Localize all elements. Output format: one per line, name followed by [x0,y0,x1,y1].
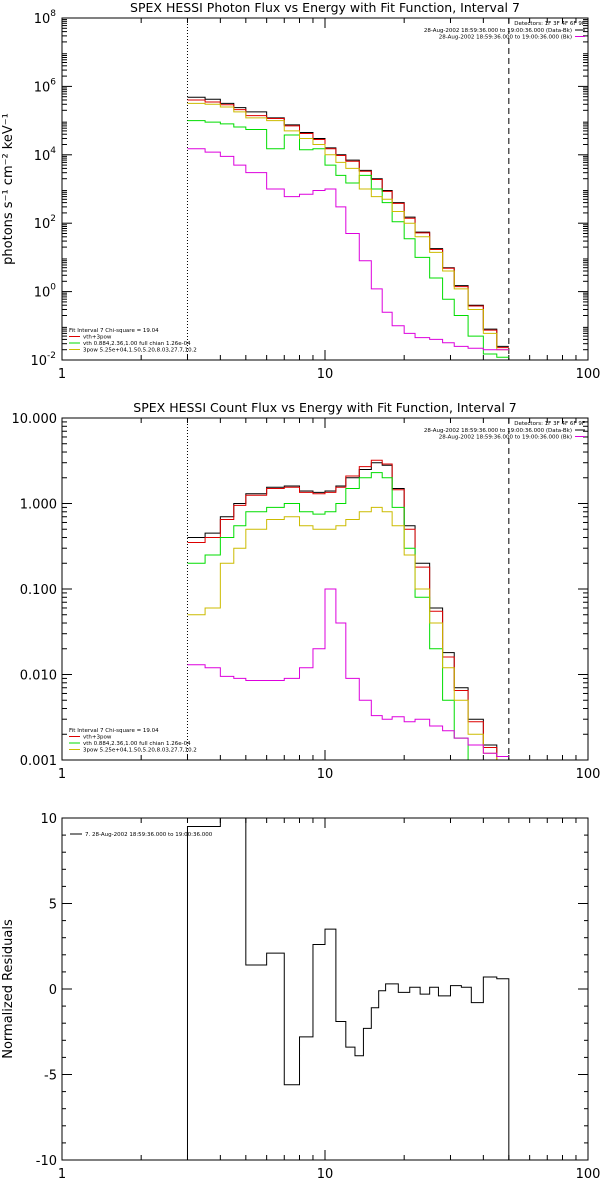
y-tick-base: 10 [34,217,51,232]
y-tick-label: 108 [34,9,57,27]
y-tick-label: 106 [34,77,57,95]
x-tick-label: 1 [58,767,66,782]
y-tick-label: 104 [34,146,57,164]
y-tick-label: 10 [40,812,57,827]
detector-note: Detectors: 1F 3F 4F 6F 9F [514,421,585,427]
y-axis-label: photons s⁻¹ cm⁻² keV⁻¹ [1,113,16,265]
y-tick-label: 1.000 [20,498,57,513]
fit-legend-label: vth 0.884,2.36,1.00 full chian 1.26e-04 [83,741,191,747]
chart-panel-2: SPEX HESSI Count Flux vs Energy with Fit… [12,400,600,782]
y-tick-label: 5 [49,898,57,913]
y-tick-base: 10 [34,286,51,301]
series-vth [187,120,509,358]
y-tick-label: 0.001 [20,754,57,769]
plot-frame [61,17,589,361]
series-3pow [187,506,509,760]
series-3pow [187,102,509,351]
series-bk [187,148,509,351]
x-tick-label: 100 [576,367,600,382]
y-tick-base: 10 [34,80,51,95]
legend-label: 7. 28-Aug-2002 18:59:36.000 to 19:00:36.… [85,832,213,838]
x-tick-label: 100 [576,767,600,782]
y-tick-base: 10 [30,354,47,369]
fit-legend-label: vth+3pow [83,335,112,341]
detector-note: Detectors: 1F 3F 4F 6F 9F [514,21,585,27]
x-tick-label: 10 [317,1167,334,1182]
chart-title: SPEX HESSI Count Flux vs Energy with Fit… [133,400,516,415]
y-tick-label: 10-2 [30,351,56,369]
y-tick-label: 0.100 [20,583,57,598]
header-legend-label: 28-Aug-2002 18:59:36.000 to 19:00:36.000… [439,35,572,41]
series-vth-3pow [187,99,509,349]
fit-legend-label: Fit Interval 7 Chi-square = 19.04 [69,728,159,734]
y-tick-exponent: 0 [50,283,56,293]
series-residuals [186,818,510,1160]
y-tick-base: 10 [34,149,51,164]
x-tick-label: 100 [576,1167,600,1182]
fit-legend-label: vth 0.884,2.36,1.00 full chian 1.26e-04 [83,341,191,347]
header-legend-label: 28-Aug-2002 18:59:36.000 to 19:00:36.000… [424,28,572,34]
plot-frame [61,817,589,1161]
header-legend-label: 28-Aug-2002 18:59:36.000 to 19:00:36.000… [424,428,572,434]
fit-legend-label: vth+3pow [83,735,112,741]
y-tick-exponent: 2 [50,214,56,224]
x-tick-label: 1 [58,367,66,382]
y-tick-exponent: -2 [47,351,56,361]
fit-legend-label: 3pow 5.25e+04,1.50,5.20,8.03,27.7,10.2 [83,348,197,354]
chart-panel-3: 1 10 100 -10 -5 0 5 10 Normalized Residuals 7. 28… [1,812,600,1182]
x-tick-label: 1 [58,1167,66,1182]
y-tick-label: -5 [44,1069,57,1084]
chart-panel-1: SPEX HESSI Photon Flux vs Energy with Fi… [1,0,600,382]
y-tick-exponent: 4 [50,146,56,156]
chart-title: SPEX HESSI Photon Flux vs Energy with Fi… [130,0,520,15]
y-tick-base: 10 [34,12,51,27]
plot-frame [61,417,589,761]
series-data-bk [187,462,509,757]
y-tick-exponent: 6 [50,77,56,87]
series-vth [187,472,509,760]
header-legend-label: 28-Aug-2002 18:59:36.000 to 19:00:36.000… [439,435,572,441]
y-tick-exponent: 8 [50,9,56,19]
series-data-bk [187,96,509,347]
y-tick-label: 10.000 [12,412,58,427]
x-tick-label: 10 [317,767,334,782]
x-tick-label: 10 [317,367,334,382]
fit-legend-label: 3pow 5.25e+04,1.50,5.20,8.03,27.7,10.2 [83,748,197,754]
series-vth-3pow [187,459,509,760]
y-tick-label: 0.010 [20,669,57,684]
y-axis-label: Normalized Residuals [1,919,16,1059]
y-tick-label: -10 [36,1154,57,1169]
fit-legend-label: Fit Interval 7 Chi-square = 19.04 [69,328,159,334]
y-tick-label: 0 [49,983,57,998]
y-tick-label: 102 [34,214,56,232]
series-bk [187,588,509,757]
y-tick-label: 100 [34,283,57,301]
